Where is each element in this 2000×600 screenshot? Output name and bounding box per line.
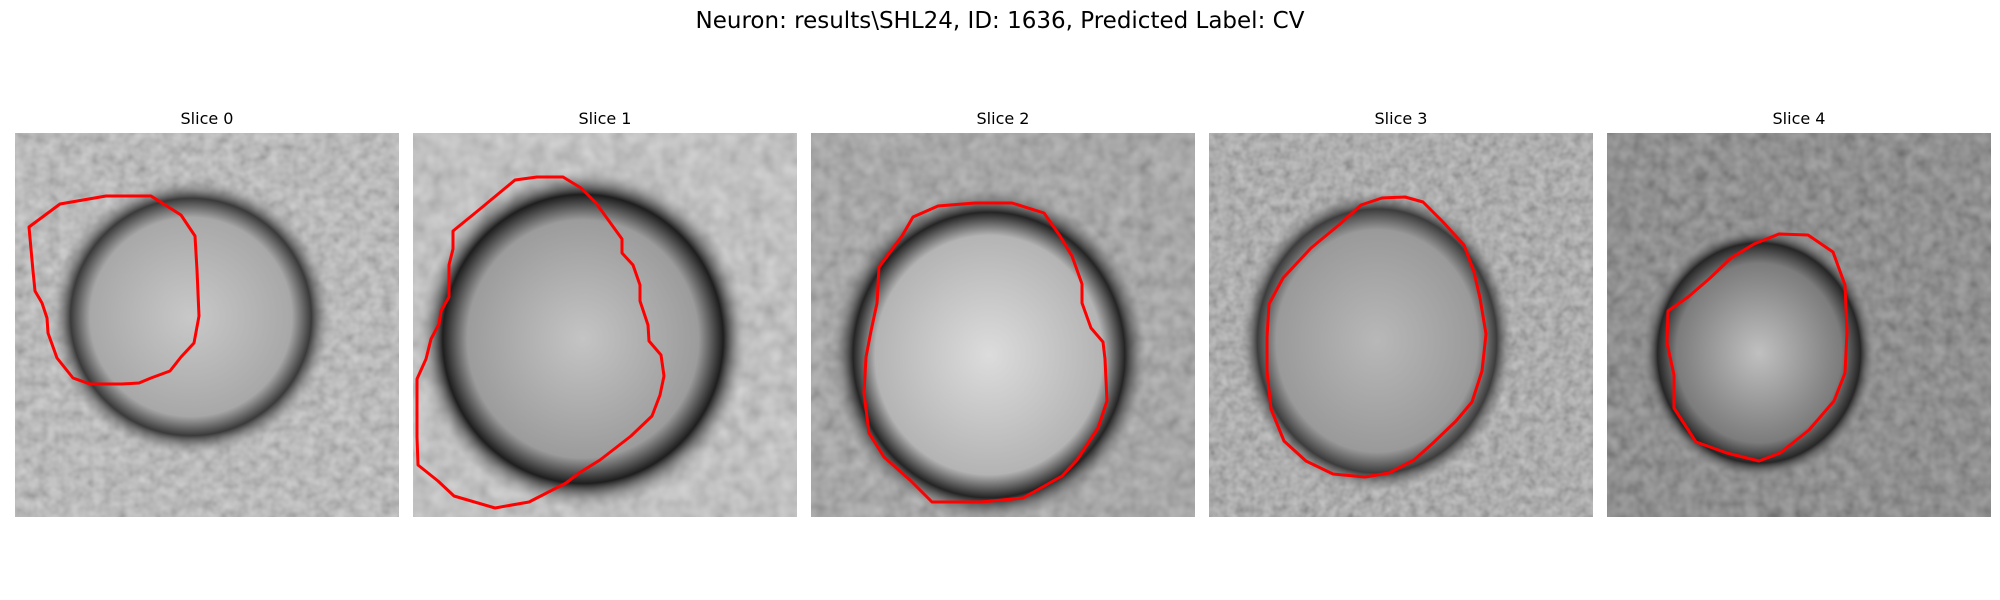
cell-body — [831, 189, 1147, 517]
slice-title: Slice 3 — [1374, 109, 1428, 128]
cell-body — [1241, 191, 1513, 491]
predicted-contour — [1265, 195, 1488, 479]
slice-image — [413, 133, 797, 517]
predicted-contour — [1665, 232, 1849, 463]
slice-title: Slice 1 — [578, 109, 632, 128]
slice-title: Slice 0 — [180, 109, 234, 128]
cell-body — [1641, 225, 1877, 481]
slice-image — [1607, 133, 1991, 517]
slice-image — [1209, 133, 1593, 517]
slice-image — [811, 133, 1195, 517]
slice-title: Slice 4 — [1772, 109, 1826, 128]
slice-title: Slice 2 — [976, 109, 1030, 128]
slice-image — [15, 133, 399, 517]
cell-body — [51, 179, 331, 455]
figure-title: Neuron: results\SHL24, ID: 1636, Predict… — [695, 8, 1305, 34]
predicted-contour — [862, 201, 1109, 504]
cell-body — [418, 169, 748, 509]
predicted-contour — [27, 194, 201, 386]
predicted-contour — [415, 175, 666, 510]
